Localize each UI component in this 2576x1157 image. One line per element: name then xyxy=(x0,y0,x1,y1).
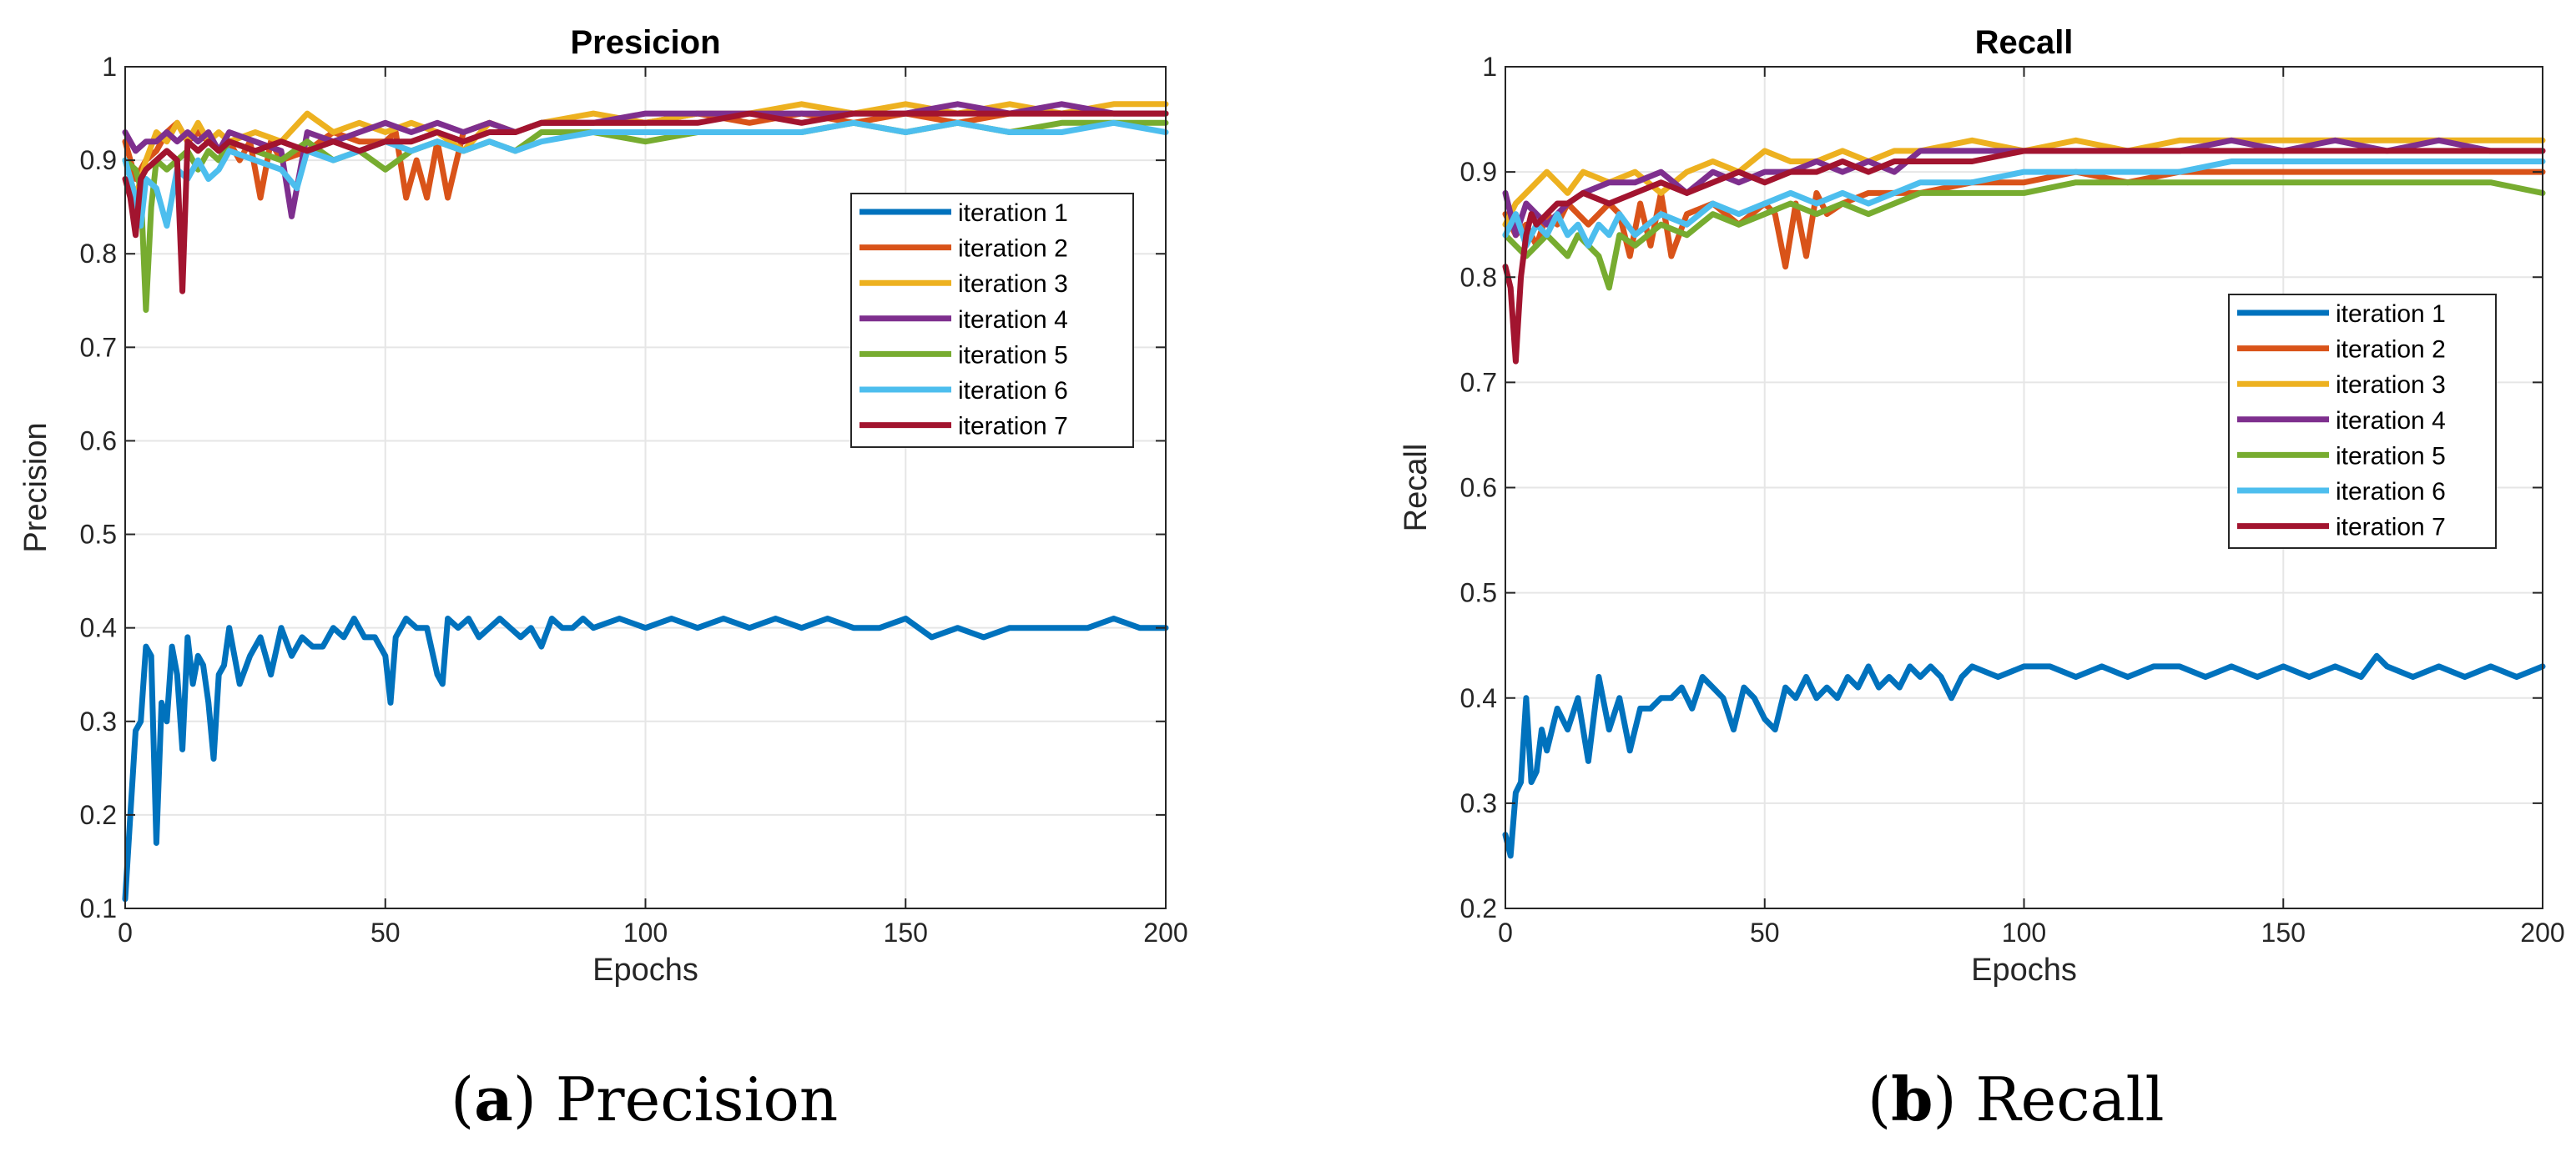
legend-label-iteration-1: iteration 1 xyxy=(958,199,1068,227)
y-tick-label: 0.2 xyxy=(80,800,117,830)
x-axis-label: Epochs xyxy=(1971,953,2077,988)
legend-label-iteration-3: iteration 3 xyxy=(2336,371,2446,399)
x-tick-label: 200 xyxy=(2520,918,2564,948)
legend-label-iteration-6: iteration 6 xyxy=(958,377,1068,405)
y-tick-label: 0.6 xyxy=(1460,473,1497,503)
x-tick-label: 150 xyxy=(2261,918,2306,948)
legend-label-iteration-5: iteration 5 xyxy=(2336,442,2446,470)
legend-label-iteration-7: iteration 7 xyxy=(2336,514,2446,541)
y-tick-label: 0.5 xyxy=(1460,578,1497,608)
legend-label-iteration-5: iteration 5 xyxy=(958,341,1068,369)
caption-letter: b xyxy=(1891,1064,1933,1134)
y-tick-label: 0.8 xyxy=(1460,262,1497,292)
x-tick-label: 0 xyxy=(1498,918,1513,948)
legend-label-iteration-4: iteration 4 xyxy=(958,306,1068,334)
y-tick-label: 0.2 xyxy=(1460,893,1497,923)
series-line-iteration-6 xyxy=(1502,158,2546,249)
legend-label-iteration-2: iteration 2 xyxy=(2336,336,2446,364)
caption-recall: (b) Recall xyxy=(1868,1064,2165,1134)
chart-title: Presicion xyxy=(570,24,720,61)
recall-chart: 0 50 100 150 200 0.2 0.3 0.4 0.5 0.6 0.7 0.8 0.9 1 Rec… xyxy=(1399,24,2565,988)
legend-label-iteration-1: iteration 1 xyxy=(2336,300,2446,328)
chart-title: Recall xyxy=(1975,24,2074,61)
y-tick-label: 0.8 xyxy=(80,239,117,269)
series-line-iteration-7 xyxy=(122,110,1169,294)
legend: iteration 1 iteration 2 iteration 3 iterati… xyxy=(2228,294,2497,549)
y-tick-label: 0.9 xyxy=(1460,157,1497,187)
legend-label-iteration-4: iteration 4 xyxy=(2336,407,2446,435)
y-tick-label: 0.4 xyxy=(80,613,117,643)
legend-label-iteration-2: iteration 2 xyxy=(958,235,1068,263)
x-tick-label: 100 xyxy=(2002,918,2046,948)
x-tick-label: 100 xyxy=(623,918,668,948)
y-tick-label: 0.7 xyxy=(1460,367,1497,397)
x-tick-label: 50 xyxy=(371,918,401,948)
series-line-iteration-5 xyxy=(1502,179,2546,291)
y-tick-label: 0.7 xyxy=(80,332,117,362)
x-axis-label: Epochs xyxy=(592,953,698,988)
caption-letter: a xyxy=(474,1064,513,1134)
series-line-iteration-7 xyxy=(1502,148,2546,365)
caption-text: Recall xyxy=(1975,1064,2165,1134)
y-axis-label: Precision xyxy=(18,422,53,552)
y-tick-label: 1 xyxy=(1482,52,1497,82)
series-line-iteration-1 xyxy=(1502,652,2546,859)
y-tick-label: 1 xyxy=(102,52,117,82)
y-tick-label: 0.3 xyxy=(80,707,117,737)
x-tick-label: 200 xyxy=(1143,918,1187,948)
legend-label-iteration-7: iteration 7 xyxy=(958,413,1068,440)
y-tick-label: 0.4 xyxy=(1460,683,1497,713)
y-tick-label: 0.5 xyxy=(80,520,117,550)
legend-label-iteration-3: iteration 3 xyxy=(958,270,1068,298)
series-line-iteration-1 xyxy=(122,616,1169,903)
legend: iteration 1 iteration 2 iteration 3 iterati… xyxy=(850,193,1134,448)
x-tick-label: 150 xyxy=(884,918,928,948)
caption-precision: (a) Precision xyxy=(451,1064,839,1134)
precision-chart: 0 50 100 150 200 0.1 0.2 0.3 0.4 0.5 0.6 0.7 0.8 0.9 1… xyxy=(18,24,1188,988)
legend-label-iteration-6: iteration 6 xyxy=(2336,478,2446,506)
x-tick-label: 50 xyxy=(1750,918,1780,948)
series-line-iteration-4 xyxy=(1502,137,2546,239)
y-axis-label: Recall xyxy=(1399,444,1434,532)
caption-text: Precision xyxy=(555,1064,839,1134)
y-tick-label: 0.3 xyxy=(1460,788,1497,818)
x-tick-label: 0 xyxy=(118,918,133,948)
y-tick-label: 0.9 xyxy=(80,145,117,175)
y-tick-label: 0.1 xyxy=(80,893,117,923)
y-tick-label: 0.6 xyxy=(80,425,117,455)
